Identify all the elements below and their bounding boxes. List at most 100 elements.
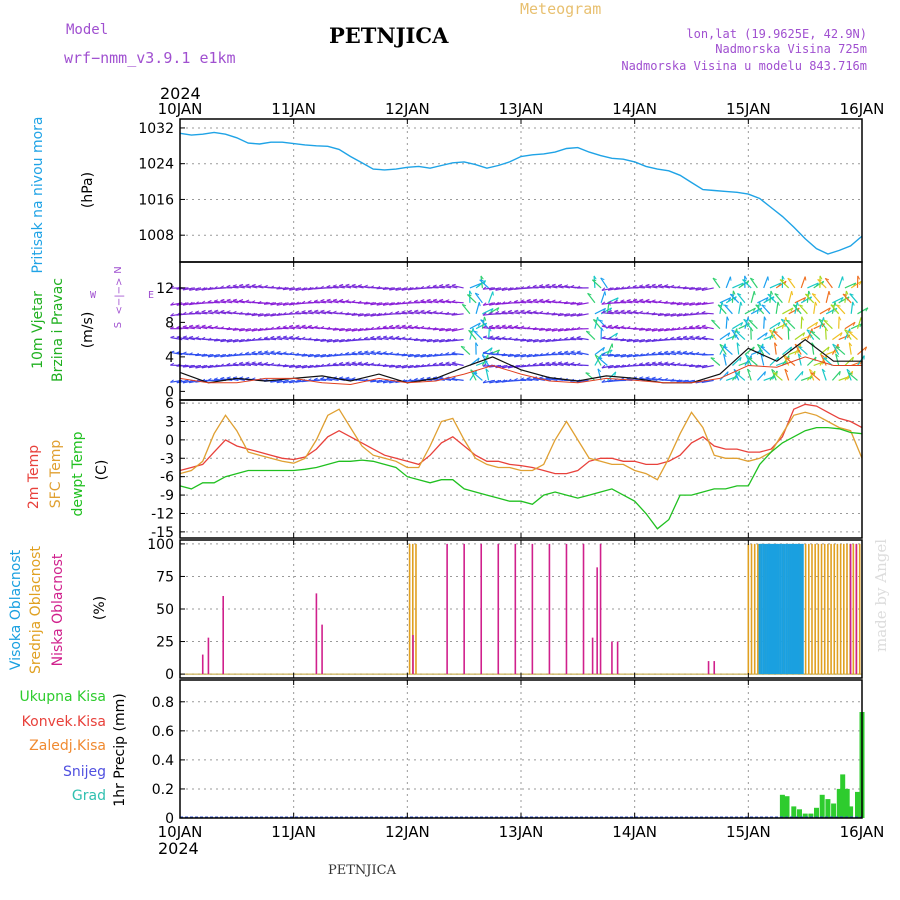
wind-arrow — [226, 364, 239, 367]
wind-arrow-head — [207, 286, 212, 290]
lonlat: lon,lat (19.9625E, 42.9N) — [686, 27, 867, 41]
wind-arrow — [507, 311, 521, 315]
wind-arrow-head — [295, 364, 299, 369]
precip-legend-item: Grad — [72, 788, 106, 804]
wind-arrow — [695, 287, 708, 291]
wind-arrow-head — [239, 376, 244, 379]
wind-arrow — [414, 310, 427, 315]
wind-arrow-head — [670, 350, 675, 353]
wind-arrow-head — [682, 286, 687, 290]
wind-arrow-head — [639, 362, 644, 365]
wind-arrow — [382, 287, 395, 290]
wind-arrow — [689, 287, 702, 290]
wind-arrow — [614, 354, 627, 358]
wind-arrow — [825, 290, 830, 303]
wind-arrow-head — [719, 343, 724, 347]
wind-arrow — [226, 339, 239, 343]
wind-arrow — [401, 354, 414, 357]
wind-arrow — [351, 352, 364, 356]
wind-arrow — [532, 377, 546, 381]
wind-arrow-head — [848, 372, 853, 374]
wind-arrow-head — [451, 312, 456, 316]
wind-arrow-head — [736, 342, 740, 347]
wind-arrow-head — [332, 362, 337, 365]
wind-arrow — [639, 339, 652, 343]
wind-side-label-1: 10m Vjetar — [30, 291, 46, 369]
wind-arrow — [232, 363, 245, 367]
wind-arrow — [804, 293, 815, 304]
wind-arrow — [389, 326, 402, 330]
wind-arrow — [607, 325, 621, 330]
station-title: PETNJICA — [329, 23, 449, 48]
wind-arrow-head — [420, 363, 424, 368]
wind-arrow — [712, 277, 721, 289]
wind-arrow — [301, 364, 314, 369]
wind-arrow — [607, 287, 621, 291]
x-tick-bottom: 15JAN — [726, 823, 771, 841]
elevation: Nadmorska Visina 725m — [715, 42, 867, 56]
wind-arrow — [264, 337, 277, 341]
wind-arrow-head — [539, 376, 544, 379]
wind-arrow — [307, 310, 320, 315]
wind-arrow — [307, 326, 320, 330]
wind-arrow-head — [407, 353, 412, 357]
wind-arrow — [682, 351, 696, 356]
wind-arrow — [818, 318, 827, 330]
wind-arrow-head — [815, 322, 819, 327]
wind-arrow-head — [282, 286, 287, 291]
wind-arrow-head — [445, 283, 450, 286]
wind-arrow — [545, 362, 558, 367]
wind-arrow-head — [213, 354, 218, 358]
wind-arrow-head — [597, 368, 602, 373]
wind-arrow-head — [570, 313, 575, 317]
wind-arrow — [689, 364, 702, 368]
wind-arrow-head — [609, 307, 613, 312]
wind-arrow — [813, 301, 816, 314]
wind-arrow-head — [232, 339, 237, 343]
wind-arrow-head — [282, 363, 287, 368]
wind-arrow — [626, 310, 639, 315]
y-tick-label: 3 — [165, 414, 174, 430]
wind-arrow-head — [620, 338, 625, 342]
wind-arrow-head — [507, 378, 512, 382]
wind-arrow-head — [226, 310, 231, 313]
wind-arrow-head — [307, 353, 312, 358]
wind-arrow — [376, 351, 389, 356]
wind-arrow-head — [332, 353, 337, 357]
wind-arrow — [507, 325, 521, 330]
wind-arrow-head — [615, 332, 618, 337]
wind-arrow — [848, 331, 858, 341]
precip-bar — [836, 788, 842, 818]
wind-arrow-head — [395, 364, 399, 369]
wind-arrow-head — [645, 327, 650, 332]
wind-arrow — [182, 302, 195, 306]
wind-arrow-head — [239, 299, 244, 302]
wind-arrow-head — [282, 379, 287, 384]
wind-arrow-head — [245, 328, 249, 332]
wind-arrow-head — [757, 343, 762, 347]
wind-arrow-head — [363, 284, 368, 288]
wind-arrow — [745, 354, 752, 366]
wind-arrow-head — [357, 327, 362, 332]
wind-arrow — [189, 325, 202, 330]
wind-arrow — [545, 284, 558, 289]
wind-arrow-head — [295, 310, 300, 314]
wind-arrow — [570, 351, 583, 356]
wind-arrow — [351, 313, 364, 316]
wind-arrow-head — [750, 277, 755, 281]
wind-arrow — [836, 304, 846, 315]
wind-arrow-head — [645, 311, 650, 315]
wind-arrow — [639, 285, 652, 289]
wind-arrow-head — [288, 379, 293, 384]
wind-arrow — [564, 351, 577, 356]
wind-arrow-head — [676, 336, 681, 339]
wind-arrow-head — [750, 327, 754, 332]
wind-arrow-head — [370, 326, 374, 330]
wind-arrow — [201, 354, 214, 357]
wind-arrow — [395, 312, 408, 315]
wind-arrow-head — [270, 335, 275, 339]
wind-arrow-head — [363, 336, 368, 340]
wind-arrow — [591, 279, 602, 289]
wind-arrow-head — [638, 353, 643, 357]
wind-arrow-head — [401, 287, 406, 291]
